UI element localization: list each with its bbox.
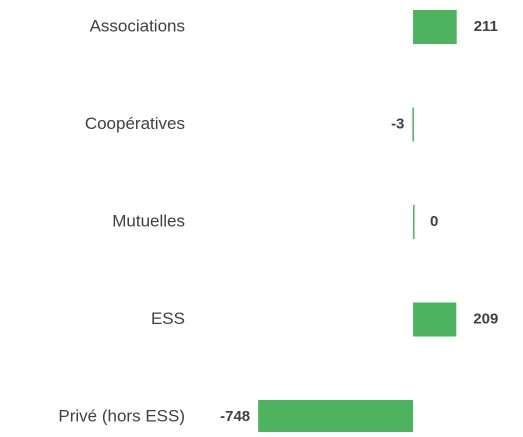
bar xyxy=(412,107,414,142)
bar xyxy=(413,302,457,337)
category-label: Privé (hors ESS) xyxy=(58,406,185,425)
bar xyxy=(413,10,457,44)
value-label: 209 xyxy=(473,310,498,327)
category-label: Associations xyxy=(90,16,185,35)
value-label: -3 xyxy=(391,115,404,132)
category-label: ESS xyxy=(151,309,185,328)
value-label: -748 xyxy=(220,408,250,425)
category-label: Coopératives xyxy=(85,114,185,133)
bar xyxy=(413,205,415,239)
bar xyxy=(258,400,414,434)
value-label: 0 xyxy=(430,213,438,230)
value-label: 211 xyxy=(474,18,498,35)
category-label: Mutuelles xyxy=(112,211,185,230)
